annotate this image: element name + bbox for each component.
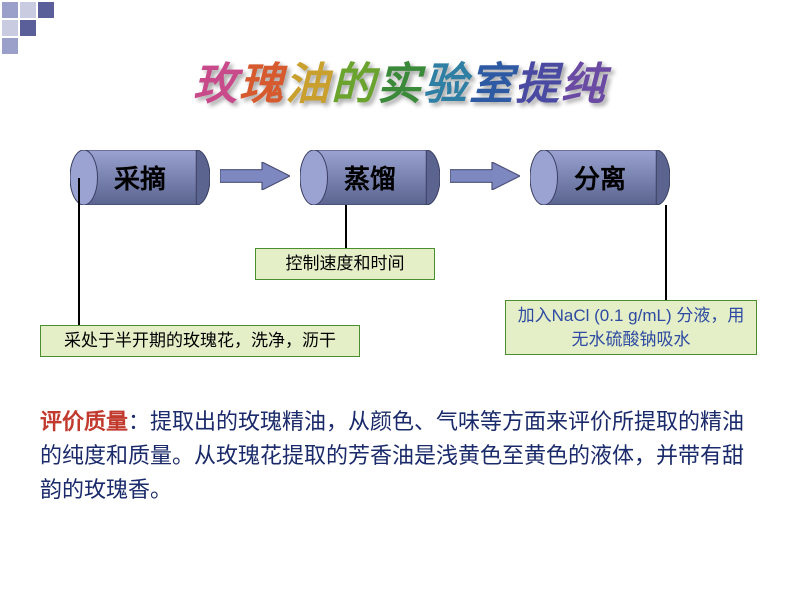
pick-note-text: 采处于半开期的玫瑰花，洗净，沥干 (64, 329, 336, 353)
separate-note-text: 加入NaCl (0.1 g/mL) 分液，用无水硫酸钠吸水 (514, 304, 748, 352)
step-distill-pill: 蒸馏 (300, 150, 440, 205)
corner-square (20, 20, 36, 36)
step-separate-label: 分离 (574, 159, 626, 196)
quality-rest: ：提取出的玫瑰精油，从颜色、气味等方面来评价所提取的精油的纯度和质量。从玫瑰花提… (40, 409, 744, 502)
connector-line (78, 178, 80, 341)
page-title: 玫瑰油的实验室提纯 (0, 48, 800, 112)
distill-note-box: 控制速度和时间 (255, 248, 435, 280)
connector-line (345, 205, 347, 248)
step-distill-label: 蒸馏 (344, 159, 396, 196)
connector-line (665, 205, 667, 300)
arrow-icon (220, 162, 290, 190)
step-separate-pill: 分离 (530, 150, 670, 205)
pick-note-box: 采处于半开期的玫瑰花，洗净，沥干 (40, 325, 360, 357)
quality-lead: 评价质量 (40, 409, 128, 434)
slide: 玫瑰油的实验室提纯 采摘 蒸馏 分离 控制速度和时间 采处于半开期的玫瑰花，洗净… (0, 0, 800, 600)
corner-square (38, 2, 54, 18)
arrow-icon (450, 162, 520, 190)
corner-square (2, 2, 18, 18)
separate-note-box: 加入NaCl (0.1 g/mL) 分液，用无水硫酸钠吸水 (505, 300, 757, 355)
distill-note-text: 控制速度和时间 (286, 252, 405, 276)
corner-square (2, 20, 18, 36)
quality-paragraph: 评价质量：提取出的玫瑰精油，从颜色、气味等方面来评价所提取的精油的纯度和质量。从… (40, 405, 760, 507)
step-pick-label: 采摘 (114, 159, 166, 196)
step-pick-pill: 采摘 (70, 150, 210, 205)
corner-square (20, 2, 36, 18)
